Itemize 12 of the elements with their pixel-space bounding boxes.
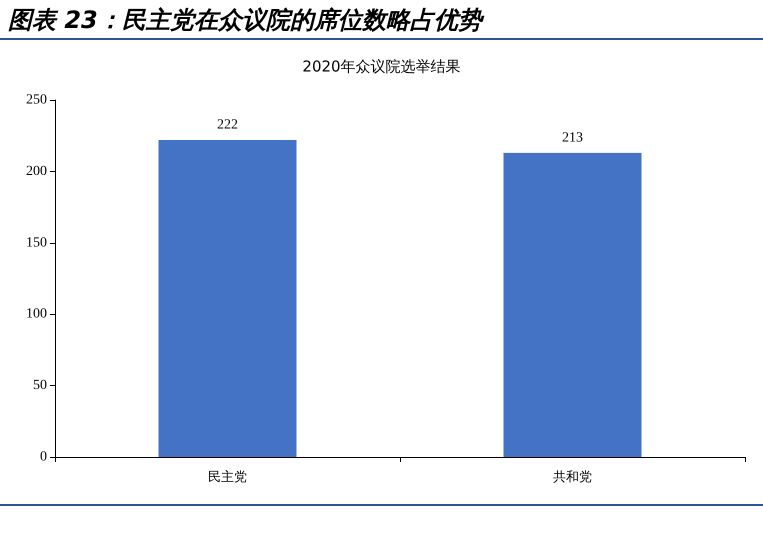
chart-subtitle: 2020年众议院选举结果	[302, 58, 461, 76]
y-tick-label: 100	[26, 306, 47, 322]
y-tick-label: 50	[33, 378, 47, 394]
y-tick-label: 150	[26, 235, 47, 250]
y-tick-label: 200	[26, 164, 47, 179]
y-tick-label: 250	[26, 92, 47, 108]
y-tick-label: 0	[40, 450, 47, 464]
x-tick-label: 共和党	[553, 470, 592, 485]
data-label: 213	[562, 130, 583, 146]
data-label: 222	[217, 117, 238, 132]
chart-title: 图表 23：民主党在众议院的席位数略占优势	[8, 5, 482, 36]
x-tick-label: 民主党	[208, 469, 247, 485]
